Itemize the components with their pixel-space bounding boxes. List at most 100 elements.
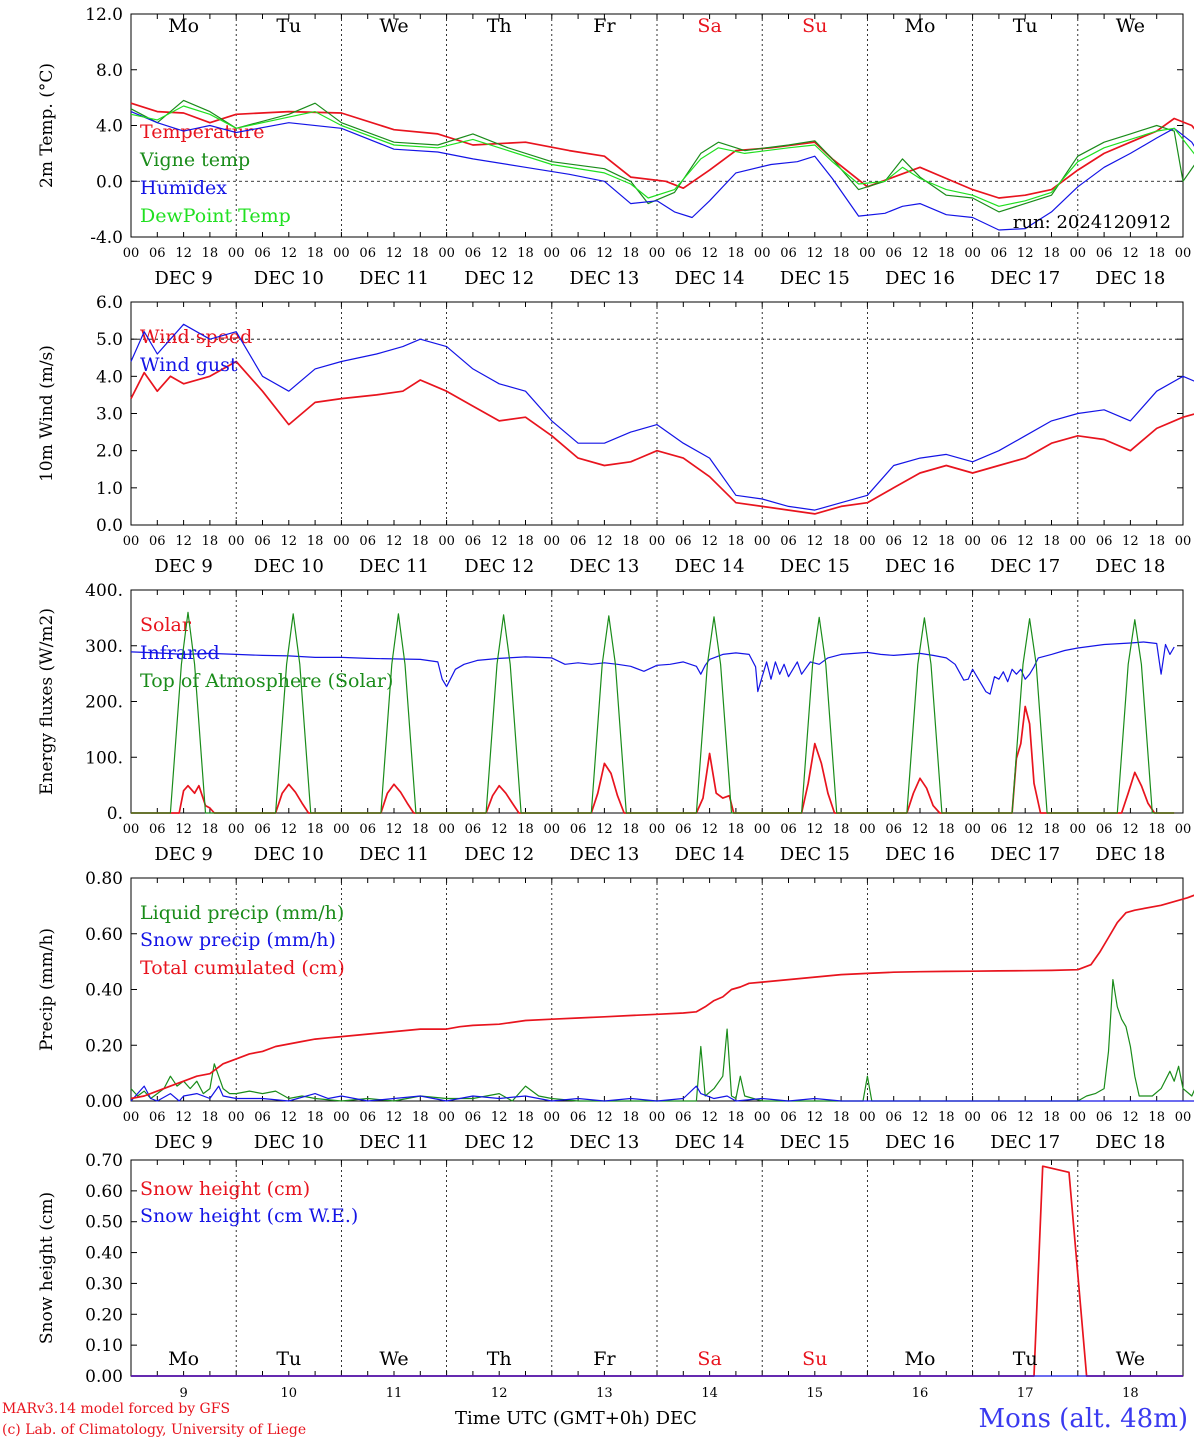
weekday-label: Th [487,15,512,37]
date-label: DEC 11 [359,556,429,577]
hour-tick-label: 06 [675,246,692,261]
hour-ticks [130,14,1184,237]
hour-tick-label: 12 [175,534,192,549]
legend-entry: Vigne temp [139,149,250,171]
hour-tick-label: 00 [1070,822,1087,837]
y-tick-label: -4.0 [90,228,123,248]
hour-tick-label: 06 [570,822,587,837]
hour-tick-label: 18 [728,822,745,837]
y-tick-label: 0.50 [85,1213,123,1233]
hour-tick-label: 00 [964,1110,981,1125]
hour-tick-label: 18 [307,822,324,837]
hour-tick-label: 00 [438,822,455,837]
hour-tick-label: 18 [202,534,219,549]
hour-tick-label: 06 [1096,246,1113,261]
x-tick-labels: 00 06 12 18 00 06 12 18 00 06 12 18 00 06 12 18 00 06 12 18… [123,822,1192,837]
y-tick-label: 3.0 [96,405,123,425]
panel-4: 0.00 0.20 0.40 0.60 0.80 Precip (mm/h) Liquid … [37,869,1194,1153]
hour-tick-label: 12 [491,1110,508,1125]
hour-tick-label: 12 [281,1110,298,1125]
weekday-label: Mo [168,1348,199,1370]
y-tick-label: 4.0 [96,367,123,387]
hour-tick-label: 00 [754,822,771,837]
date-label: DEC 12 [464,556,534,577]
weekday-label: Fr [593,1348,616,1370]
legend-entry: Solar [140,614,192,636]
y-tick-label: 5.0 [96,330,123,350]
hour-tick-label: 06 [254,822,271,837]
hour-tick-label: 12 [701,1110,718,1125]
hour-tick-label: 12 [912,822,929,837]
date-label: DEC 10 [254,268,324,289]
date-label: DEC 17 [990,1132,1060,1153]
hour-tick-label: 00 [754,246,771,261]
date-label: DEC 10 [254,1132,324,1153]
hour-tick-label: 18 [622,534,639,549]
hour-tick-label: 06 [1096,822,1113,837]
date-label: DEC 14 [675,268,745,289]
hour-tick-label: 12 [1017,822,1034,837]
series-line-snow-precip-mm-h- [130,1085,1194,1102]
hour-tick-label: 12 [491,246,508,261]
series-line-wind-gust [130,323,1194,511]
time-axis-title: Time UTC (GMT+0h) DEC [455,1408,697,1429]
date-label: DEC 11 [359,1132,429,1153]
hour-tick-label: 06 [254,246,271,261]
y-tick-label: 2.0 [96,442,123,462]
footer: MARv3.14 model forced by GFS (c) Lab. of… [2,1401,1188,1438]
x-tick-labels: 00 06 12 18 00 06 12 18 00 06 12 18 00 06 12 18 00 06 12 18… [123,246,1192,261]
y-tick-label: 0.0 [96,516,123,536]
y-tick-label: 300. [85,637,123,657]
hour-tick-label: 00 [228,246,245,261]
hour-tick-label: 18 [833,534,850,549]
hour-tick-label: 06 [254,534,271,549]
hour-tick-label: 12 [1122,534,1139,549]
date-label: DEC 13 [569,1132,639,1153]
hour-tick-label: 06 [254,1110,271,1125]
hour-tick-label: 18 [938,246,955,261]
hour-tick-label: 06 [780,534,797,549]
hour-tick-label: 00 [859,822,876,837]
hour-tick-label: 12 [386,1110,403,1125]
date-label: DEC 14 [675,556,745,577]
hour-tick-label: 18 [622,246,639,261]
hour-tick-label: 18 [307,246,324,261]
hour-tick-label: 12 [807,534,824,549]
hour-tick-label: 18 [412,1110,429,1125]
hour-ticks [130,878,1184,1101]
hour-tick-label: 18 [728,1110,745,1125]
date-label: DEC 11 [359,268,429,289]
date-label: DEC 10 [254,556,324,577]
hour-tick-label: 00 [649,1110,666,1125]
hour-tick-label: 06 [780,246,797,261]
hour-tick-label: 00 [438,1110,455,1125]
hour-tick-label: 18 [622,822,639,837]
hour-tick-label: 06 [359,534,376,549]
hour-tick-label: 00 [649,534,666,549]
hour-tick-label: 00 [1175,534,1192,549]
hour-tick-label: 18 [1148,822,1165,837]
hour-tick-label: 18 [517,1110,534,1125]
meteogram-panels: -4.0 0.0 4.0 8.0 12.0 2m Temp. (°C) Temperatur… [37,5,1194,1401]
date-number: 13 [596,1386,613,1401]
date-number: 18 [1122,1386,1139,1401]
hour-tick-label: 18 [412,534,429,549]
series-line-top-of-atmosphere-solar- [131,611,1175,814]
weekday-label: We [1116,1348,1145,1370]
hour-tick-label: 06 [465,1110,482,1125]
x-tick-labels: 00 06 12 18 00 06 12 18 00 06 12 18 00 06 12 18 00 06 12 18… [123,1110,1192,1125]
hour-tick-label: 12 [1017,1110,1034,1125]
model-credit-line1: MARv3.14 model forced by GFS [2,1401,230,1417]
hour-tick-label: 00 [228,1110,245,1125]
y-tick-label: 0.0 [96,172,123,192]
hour-tick-label: 00 [544,822,561,837]
date-label: DEC 9 [154,268,213,289]
hour-tick-label: 06 [675,822,692,837]
hour-tick-label: 18 [938,534,955,549]
hour-tick-label: 06 [780,822,797,837]
hour-tick-label: 00 [123,822,140,837]
hour-tick-label: 12 [701,246,718,261]
hour-tick-label: 12 [1017,246,1034,261]
hour-tick-label: 06 [991,246,1008,261]
hour-tick-label: 18 [938,1110,955,1125]
